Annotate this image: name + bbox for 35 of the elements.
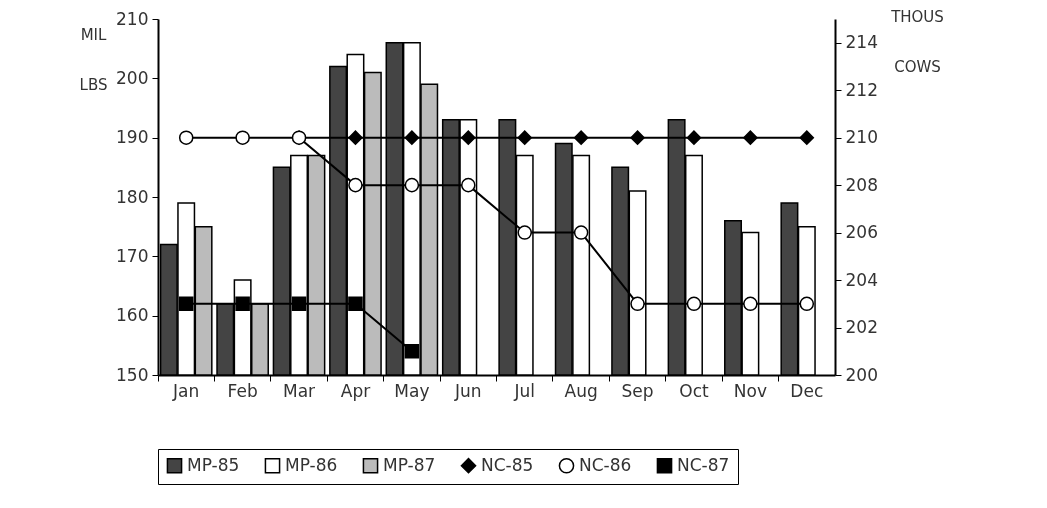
y-tick-label: 190 <box>116 127 149 148</box>
x-tick-label: Jul <box>513 380 535 401</box>
x-tick-label: Nov <box>733 380 767 401</box>
text: MIL LBS <box>79 25 108 94</box>
x-tick-label: Aug <box>564 380 598 401</box>
legend-label: NC-86 <box>579 454 632 475</box>
x-tick-label: Feb <box>227 380 258 401</box>
y-tick-label: 200 <box>116 67 149 88</box>
x-tick-label: Sep <box>621 380 654 401</box>
y2-tick-label: 200 <box>845 364 878 385</box>
legend-label: MP-87 <box>383 454 436 475</box>
y2-tick-label: 212 <box>845 79 878 100</box>
x-tick-label: Jan <box>172 380 200 401</box>
x-tick-label: Apr <box>340 380 371 401</box>
legend-label: NC-87 <box>677 454 730 475</box>
y2-tick-label: 210 <box>845 127 878 148</box>
x-tick-label: Oct <box>679 380 709 401</box>
legend-label: MP-85 <box>187 454 240 475</box>
legend-label: MP-86 <box>285 454 338 475</box>
legend-label: NC-85 <box>481 454 534 475</box>
x-tick-label: Mar <box>283 380 316 401</box>
y-tick-label: 170 <box>116 245 149 266</box>
x-tick-label: May <box>394 380 430 401</box>
y-tick-label: 180 <box>116 186 149 207</box>
text: THOUS COWS <box>891 7 944 76</box>
y2-tick-label: 214 <box>845 32 878 53</box>
y2-tick-label: 202 <box>845 317 878 338</box>
x-tick-label: Jun <box>454 380 482 401</box>
y2-tick-label: 204 <box>845 269 878 290</box>
y-tick-label: 150 <box>116 364 149 385</box>
y2-tick-label: 206 <box>845 222 878 243</box>
x-tick-label: Dec <box>790 380 824 401</box>
y-tick-label: 160 <box>116 305 149 326</box>
y2-tick-label: 208 <box>845 174 878 195</box>
y-tick-label: 210 <box>116 8 149 29</box>
